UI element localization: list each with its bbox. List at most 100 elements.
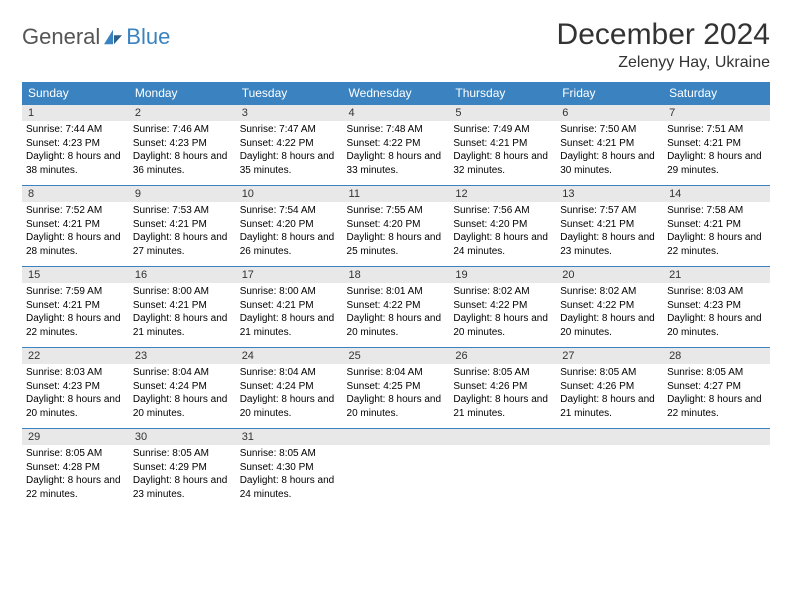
calendar-cell: 15Sunrise: 7:59 AMSunset: 4:21 PMDayligh… xyxy=(22,267,129,348)
calendar-cell: 13Sunrise: 7:57 AMSunset: 4:21 PMDayligh… xyxy=(556,186,663,267)
calendar-cell: 4Sunrise: 7:48 AMSunset: 4:22 PMDaylight… xyxy=(343,105,450,186)
day-details-empty xyxy=(663,445,770,507)
day-number: 25 xyxy=(343,348,450,364)
day-number: 8 xyxy=(22,186,129,202)
calendar-cell: 24Sunrise: 8:04 AMSunset: 4:24 PMDayligh… xyxy=(236,348,343,429)
calendar-cell: 2Sunrise: 7:46 AMSunset: 4:23 PMDaylight… xyxy=(129,105,236,186)
calendar-cell: 27Sunrise: 8:05 AMSunset: 4:26 PMDayligh… xyxy=(556,348,663,429)
day-number: 21 xyxy=(663,267,770,283)
day-details: Sunrise: 8:00 AMSunset: 4:21 PMDaylight:… xyxy=(129,283,236,347)
day-details: Sunrise: 8:01 AMSunset: 4:22 PMDaylight:… xyxy=(343,283,450,347)
calendar-body: 1Sunrise: 7:44 AMSunset: 4:23 PMDaylight… xyxy=(22,105,770,510)
day-number: 20 xyxy=(556,267,663,283)
day-details: Sunrise: 8:05 AMSunset: 4:29 PMDaylight:… xyxy=(129,445,236,509)
day-details: Sunrise: 7:52 AMSunset: 4:21 PMDaylight:… xyxy=(22,202,129,266)
calendar-cell: 9Sunrise: 7:53 AMSunset: 4:21 PMDaylight… xyxy=(129,186,236,267)
calendar-cell: 6Sunrise: 7:50 AMSunset: 4:21 PMDaylight… xyxy=(556,105,663,186)
day-number: 12 xyxy=(449,186,556,202)
day-number: 17 xyxy=(236,267,343,283)
day-details-empty xyxy=(556,445,663,507)
day-number: 2 xyxy=(129,105,236,121)
calendar-cell: 21Sunrise: 8:03 AMSunset: 4:23 PMDayligh… xyxy=(663,267,770,348)
calendar-cell-empty xyxy=(343,429,450,510)
day-details: Sunrise: 7:50 AMSunset: 4:21 PMDaylight:… xyxy=(556,121,663,185)
calendar-cell: 26Sunrise: 8:05 AMSunset: 4:26 PMDayligh… xyxy=(449,348,556,429)
calendar-table: SundayMondayTuesdayWednesdayThursdayFrid… xyxy=(22,82,770,509)
day-number: 29 xyxy=(22,429,129,445)
day-details: Sunrise: 7:49 AMSunset: 4:21 PMDaylight:… xyxy=(449,121,556,185)
day-header: Sunday xyxy=(22,82,129,105)
month-title: December 2024 xyxy=(557,18,770,52)
day-number: 15 xyxy=(22,267,129,283)
day-details: Sunrise: 7:44 AMSunset: 4:23 PMDaylight:… xyxy=(22,121,129,185)
day-details: Sunrise: 8:05 AMSunset: 4:26 PMDaylight:… xyxy=(449,364,556,428)
day-details: Sunrise: 7:59 AMSunset: 4:21 PMDaylight:… xyxy=(22,283,129,347)
calendar-cell: 31Sunrise: 8:05 AMSunset: 4:30 PMDayligh… xyxy=(236,429,343,510)
title-block: December 2024 Zelenyy Hay, Ukraine xyxy=(557,18,770,72)
day-header: Wednesday xyxy=(343,82,450,105)
day-details: Sunrise: 8:02 AMSunset: 4:22 PMDaylight:… xyxy=(556,283,663,347)
logo-text-general: General xyxy=(22,24,100,50)
calendar-cell-empty xyxy=(663,429,770,510)
calendar-cell-empty xyxy=(449,429,556,510)
day-number: 1 xyxy=(22,105,129,121)
day-details: Sunrise: 7:58 AMSunset: 4:21 PMDaylight:… xyxy=(663,202,770,266)
day-number: 4 xyxy=(343,105,450,121)
calendar-cell: 19Sunrise: 8:02 AMSunset: 4:22 PMDayligh… xyxy=(449,267,556,348)
day-header: Monday xyxy=(129,82,236,105)
day-number: 10 xyxy=(236,186,343,202)
day-number: 22 xyxy=(22,348,129,364)
day-details: Sunrise: 8:04 AMSunset: 4:24 PMDaylight:… xyxy=(236,364,343,428)
day-number: 26 xyxy=(449,348,556,364)
day-details: Sunrise: 7:53 AMSunset: 4:21 PMDaylight:… xyxy=(129,202,236,266)
day-number: 9 xyxy=(129,186,236,202)
day-header: Tuesday xyxy=(236,82,343,105)
day-details: Sunrise: 8:04 AMSunset: 4:24 PMDaylight:… xyxy=(129,364,236,428)
day-number: 28 xyxy=(663,348,770,364)
calendar-cell-empty xyxy=(556,429,663,510)
calendar-cell: 5Sunrise: 7:49 AMSunset: 4:21 PMDaylight… xyxy=(449,105,556,186)
day-details: Sunrise: 7:47 AMSunset: 4:22 PMDaylight:… xyxy=(236,121,343,185)
calendar-cell: 29Sunrise: 8:05 AMSunset: 4:28 PMDayligh… xyxy=(22,429,129,510)
calendar-row: 1Sunrise: 7:44 AMSunset: 4:23 PMDaylight… xyxy=(22,105,770,186)
day-number: 16 xyxy=(129,267,236,283)
calendar-cell: 11Sunrise: 7:55 AMSunset: 4:20 PMDayligh… xyxy=(343,186,450,267)
day-number: 31 xyxy=(236,429,343,445)
day-header: Friday xyxy=(556,82,663,105)
day-number: 5 xyxy=(449,105,556,121)
day-details: Sunrise: 7:57 AMSunset: 4:21 PMDaylight:… xyxy=(556,202,663,266)
day-header: Saturday xyxy=(663,82,770,105)
day-number: 14 xyxy=(663,186,770,202)
day-details: Sunrise: 8:05 AMSunset: 4:30 PMDaylight:… xyxy=(236,445,343,509)
day-number: 3 xyxy=(236,105,343,121)
calendar-cell: 22Sunrise: 8:03 AMSunset: 4:23 PMDayligh… xyxy=(22,348,129,429)
calendar-cell: 12Sunrise: 7:56 AMSunset: 4:20 PMDayligh… xyxy=(449,186,556,267)
day-number: 13 xyxy=(556,186,663,202)
calendar-row: 22Sunrise: 8:03 AMSunset: 4:23 PMDayligh… xyxy=(22,348,770,429)
header: General Blue December 2024 Zelenyy Hay, … xyxy=(22,18,770,72)
day-number-empty xyxy=(556,429,663,445)
day-details: Sunrise: 8:04 AMSunset: 4:25 PMDaylight:… xyxy=(343,364,450,428)
logo-text-blue: Blue xyxy=(126,24,170,50)
day-details: Sunrise: 8:03 AMSunset: 4:23 PMDaylight:… xyxy=(22,364,129,428)
calendar-cell: 23Sunrise: 8:04 AMSunset: 4:24 PMDayligh… xyxy=(129,348,236,429)
day-details-empty xyxy=(449,445,556,507)
day-number: 30 xyxy=(129,429,236,445)
calendar-cell: 1Sunrise: 7:44 AMSunset: 4:23 PMDaylight… xyxy=(22,105,129,186)
calendar-row: 15Sunrise: 7:59 AMSunset: 4:21 PMDayligh… xyxy=(22,267,770,348)
day-details: Sunrise: 7:46 AMSunset: 4:23 PMDaylight:… xyxy=(129,121,236,185)
day-number: 19 xyxy=(449,267,556,283)
day-details: Sunrise: 8:05 AMSunset: 4:28 PMDaylight:… xyxy=(22,445,129,509)
calendar-cell: 20Sunrise: 8:02 AMSunset: 4:22 PMDayligh… xyxy=(556,267,663,348)
calendar-head-row: SundayMondayTuesdayWednesdayThursdayFrid… xyxy=(22,82,770,105)
logo: General Blue xyxy=(22,24,170,50)
day-number: 18 xyxy=(343,267,450,283)
day-number: 6 xyxy=(556,105,663,121)
calendar-cell: 18Sunrise: 8:01 AMSunset: 4:22 PMDayligh… xyxy=(343,267,450,348)
day-number: 27 xyxy=(556,348,663,364)
calendar-cell: 16Sunrise: 8:00 AMSunset: 4:21 PMDayligh… xyxy=(129,267,236,348)
calendar-cell: 25Sunrise: 8:04 AMSunset: 4:25 PMDayligh… xyxy=(343,348,450,429)
day-number-empty xyxy=(343,429,450,445)
calendar-cell: 3Sunrise: 7:47 AMSunset: 4:22 PMDaylight… xyxy=(236,105,343,186)
location: Zelenyy Hay, Ukraine xyxy=(557,54,770,72)
